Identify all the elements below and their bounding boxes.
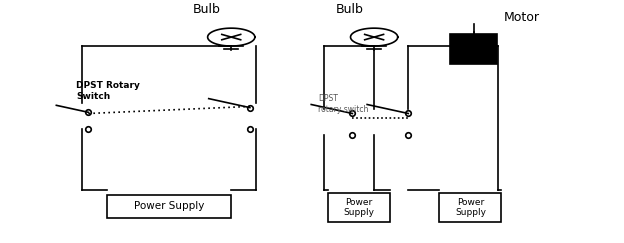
Bar [107, 195, 232, 218]
Polygon shape [450, 34, 497, 64]
Text: DPST Rotary
Switch: DPST Rotary Switch [76, 81, 140, 101]
Text: Power
Supply: Power Supply [455, 198, 486, 217]
Bar [439, 193, 502, 222]
Text: Bulb: Bulb [335, 3, 363, 17]
Text: Power Supply: Power Supply [134, 201, 204, 211]
Text: Motor: Motor [504, 11, 539, 24]
Bar [328, 193, 389, 222]
Text: DPST
rotary switch: DPST rotary switch [318, 94, 369, 114]
Text: Bulb: Bulb [192, 3, 220, 17]
Text: Power
Supply: Power Supply [343, 198, 374, 217]
